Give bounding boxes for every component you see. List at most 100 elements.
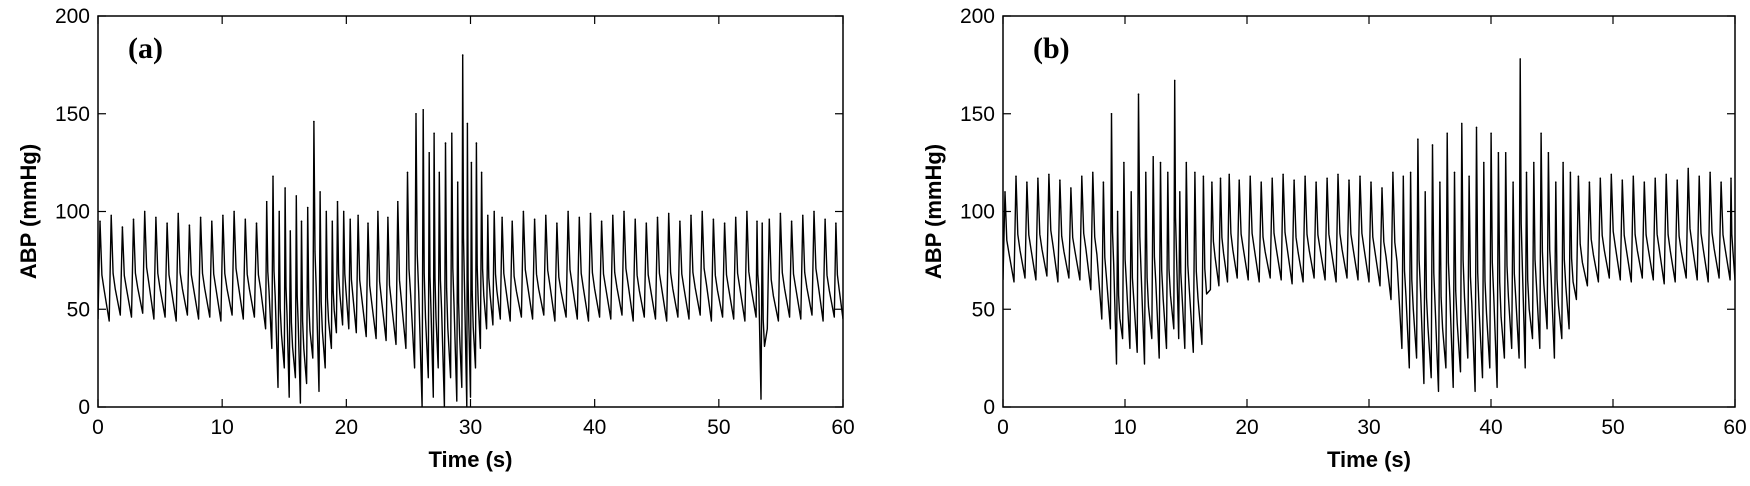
beat-peak-point	[1326, 177, 1328, 180]
beat-peak-point	[746, 210, 748, 213]
beat-peak-point	[712, 218, 715, 221]
beat-peak-point	[415, 113, 417, 115]
x-tick-label: 20	[335, 416, 358, 439]
beat-peak-point	[1185, 161, 1188, 164]
x-tick-label: 40	[583, 416, 606, 439]
beat-peak-point	[456, 181, 459, 183]
beat-peak-point	[1173, 79, 1176, 82]
beat-peak-point	[533, 218, 536, 221]
beat-peak-point	[143, 210, 146, 213]
beat-peak-point	[556, 222, 558, 224]
beat-peak-point	[1540, 132, 1542, 135]
beat-peak-point	[1392, 171, 1394, 174]
y-tick-label: 200	[960, 5, 995, 28]
beat-peak-point	[1599, 177, 1602, 180]
beat-peak-point	[188, 224, 191, 226]
beat-peak-point	[1219, 177, 1222, 180]
beat-peak-point	[428, 152, 431, 154]
beat-peak-point	[1461, 122, 1463, 125]
y-tick-label: 100	[960, 201, 995, 224]
beat-peak-point	[1468, 175, 1470, 178]
beat-peak-point	[466, 122, 469, 125]
beat-peak-point	[824, 218, 826, 221]
abp-trace-line	[1003, 58, 1735, 393]
beat-peak-point	[397, 200, 399, 203]
beat-peak-point	[790, 220, 793, 223]
y-tick-label: 50	[67, 298, 90, 321]
beat-peak-point	[295, 195, 298, 197]
beat-peak-point	[1194, 171, 1196, 174]
beat-peak-point	[1026, 181, 1028, 183]
beat-peak-point	[1092, 171, 1094, 174]
beat-peak-point	[1159, 161, 1162, 164]
beat-peak-point	[578, 216, 581, 219]
beat-peak-point	[278, 210, 281, 213]
beat-peak-point	[645, 222, 648, 224]
beat-peak-point	[1381, 187, 1383, 189]
beat-peak-point	[1632, 175, 1635, 178]
beat-peak-point	[734, 216, 737, 219]
beat-peak-point	[1304, 175, 1306, 178]
beat-peak-point	[1577, 175, 1580, 178]
beat-peak-point	[1643, 181, 1646, 183]
beat-peak-point	[289, 230, 292, 232]
beat-peak-point	[1676, 179, 1678, 181]
beat-peak-point	[1490, 132, 1492, 135]
beat-peak-point	[1282, 173, 1284, 176]
beat-peak-point	[589, 212, 592, 215]
beat-peak-point	[1483, 161, 1485, 164]
beat-peak-point	[99, 220, 101, 223]
beat-peak-point	[1179, 191, 1181, 193]
beat-peak-point	[1260, 181, 1262, 183]
beat-peak-point	[1137, 93, 1140, 95]
beat-peak-point	[1519, 58, 1521, 60]
beat-peak-point	[1409, 171, 1412, 174]
chart-panel: 0 10 20 30 40 50 60 0 50 100 150 200 Time (s) ABP (mm…	[921, 5, 1747, 472]
x-tick-label: 30	[459, 416, 482, 439]
beat-peak-point	[813, 210, 815, 213]
beat-peak-point	[313, 120, 315, 123]
chart-panel: 0 10 20 30 40 50 60 0 50 100 150 200 Time (s) ABP (mm…	[16, 5, 855, 472]
beat-peak-point	[1497, 152, 1500, 154]
beat-peak-point	[1512, 181, 1514, 183]
beat-peak-point	[300, 220, 303, 223]
beat-peak-point	[1130, 191, 1132, 193]
beat-peak-point	[1562, 161, 1564, 164]
beat-peak-point	[1547, 152, 1550, 154]
beat-peak-point	[1453, 171, 1456, 174]
y-tick-label: 0	[983, 396, 995, 419]
x-tick-label: 60	[831, 416, 854, 439]
beat-peak-point	[1359, 175, 1361, 178]
beat-peak-point	[756, 220, 758, 223]
beat-peak-point	[612, 214, 614, 217]
beat-peak-point	[325, 210, 328, 213]
beat-peak-point	[110, 214, 112, 217]
beat-peak-point	[1370, 181, 1372, 183]
beat-peak-point	[1015, 175, 1017, 178]
beat-peak-point	[1167, 171, 1169, 174]
beat-peak-point	[545, 214, 547, 217]
beat-peak-point	[306, 206, 309, 209]
beat-peak-point	[1337, 173, 1339, 176]
y-tick-label: 150	[55, 103, 90, 126]
beat-peak-point	[265, 200, 268, 203]
beat-peak-point	[634, 218, 636, 221]
x-tick-label: 50	[707, 416, 730, 439]
beat-peak-point	[470, 161, 473, 164]
beat-peak-point	[121, 226, 124, 228]
beat-peak-point	[723, 222, 726, 224]
beat-peak-point	[567, 210, 569, 213]
beat-peak-point	[1402, 175, 1405, 178]
beat-peak-point	[1116, 210, 1119, 213]
beat-peak-point	[433, 132, 435, 135]
beat-peak-point	[511, 220, 513, 223]
beat-peak-point	[1709, 171, 1711, 174]
beat-peak-point	[1293, 179, 1295, 181]
beat-peak-point	[679, 220, 681, 223]
beat-peak-point	[1004, 191, 1006, 193]
beat-peak-point	[244, 218, 247, 221]
beat-peak-point	[1211, 181, 1213, 183]
beat-peak-point	[1533, 161, 1535, 164]
beat-peak-point	[166, 222, 168, 224]
beat-peak-point	[272, 175, 274, 178]
